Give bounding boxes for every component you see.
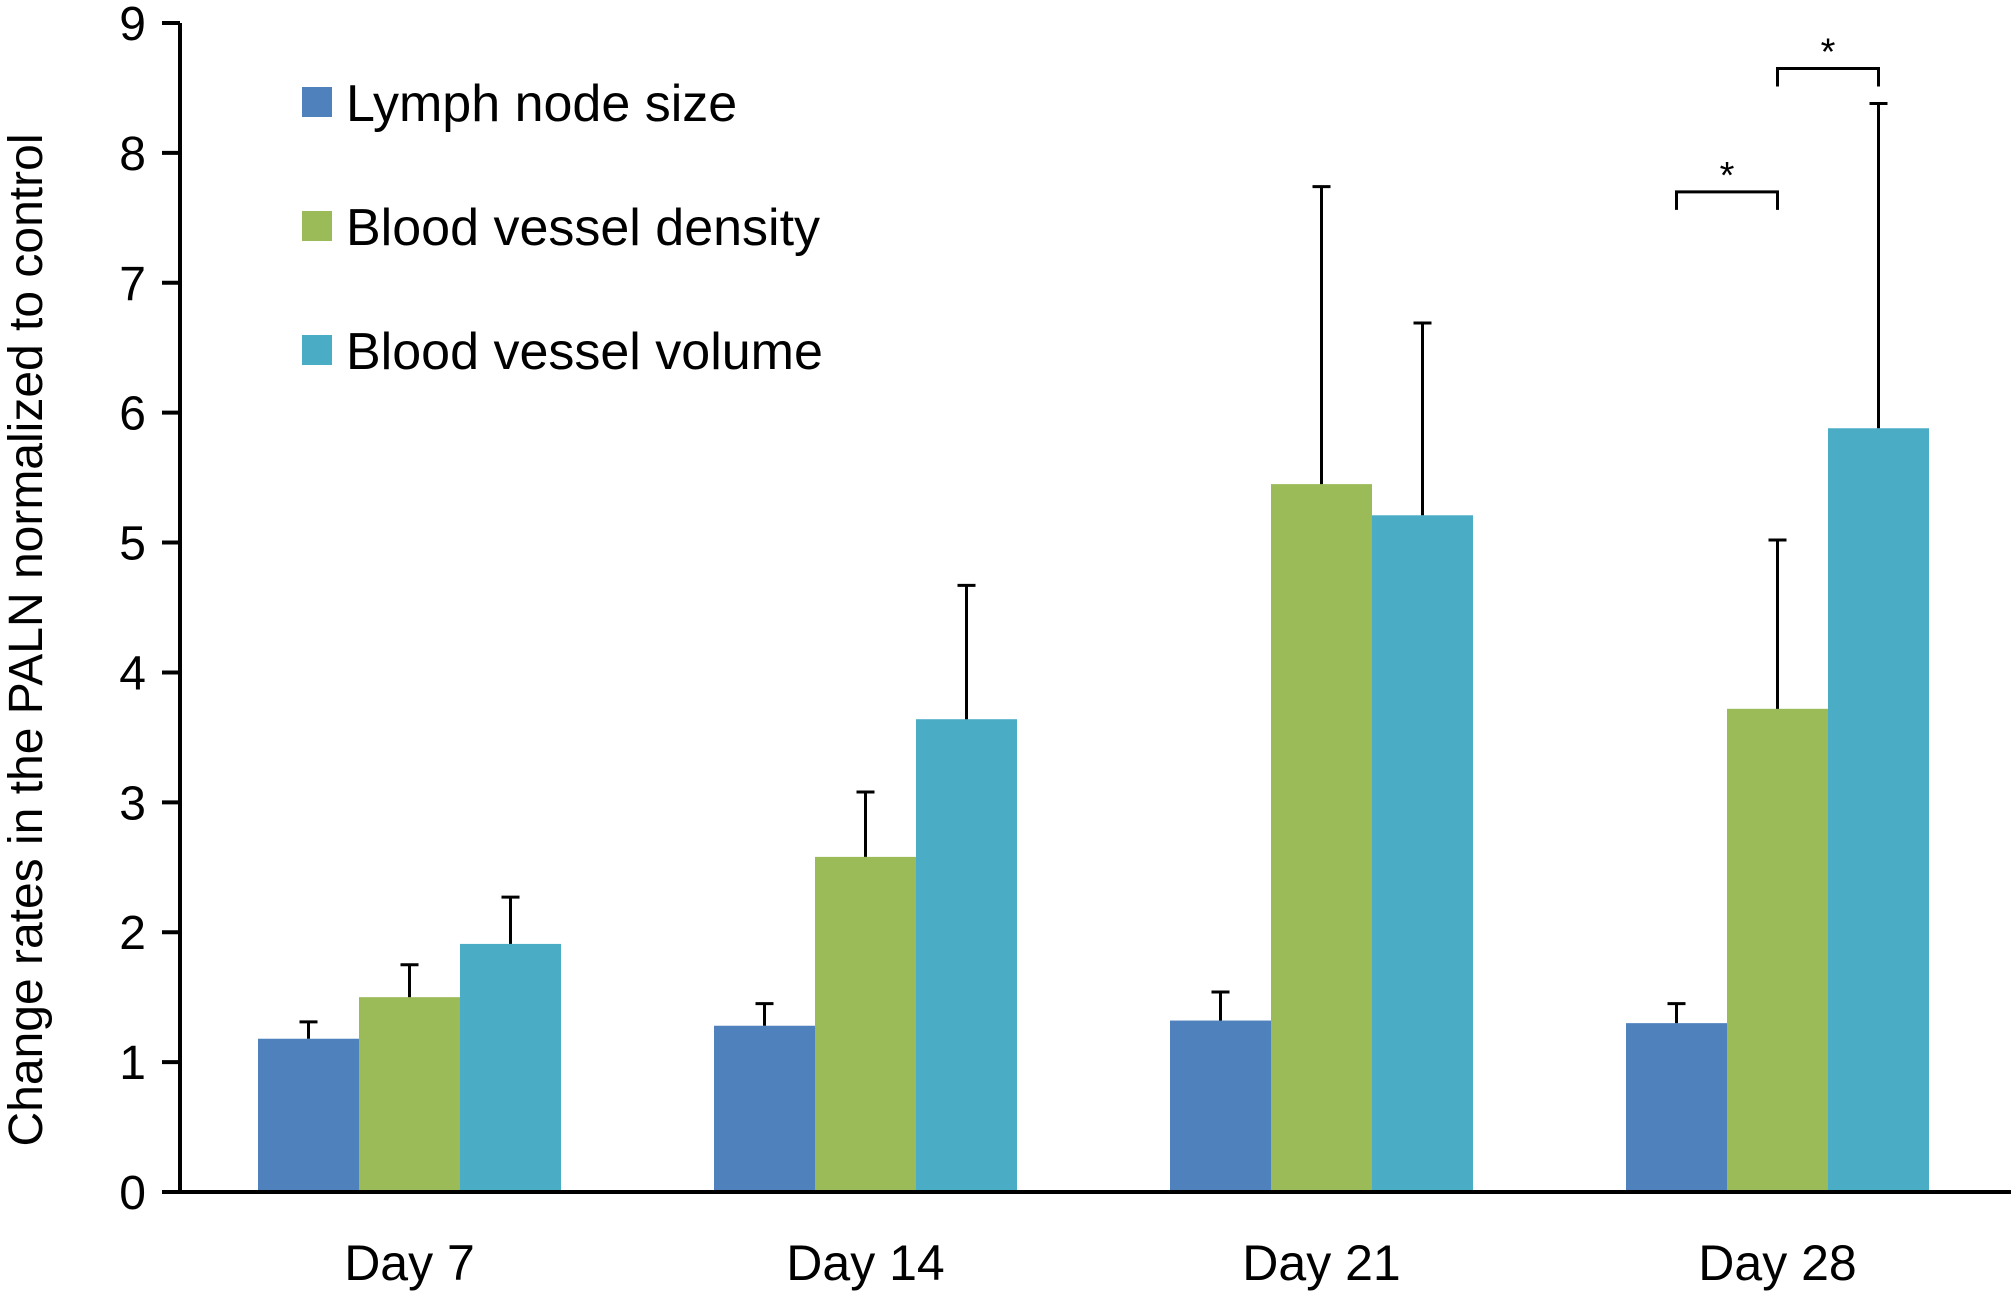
bar xyxy=(1727,708,1828,1192)
y-tick-label: 7 xyxy=(119,258,146,311)
legend: Lymph node size Blood vessel density Blood… xyxy=(302,75,823,381)
x-category-label: Day 7 xyxy=(344,1235,475,1291)
bar xyxy=(1626,1023,1727,1192)
y-axis-ticks: 0 1 2 3 4 5 6 7 8 9 xyxy=(119,0,180,1220)
bar xyxy=(1372,515,1473,1192)
x-category-label: Day 14 xyxy=(786,1235,944,1291)
y-tick-label: 5 xyxy=(119,518,146,571)
y-axis-title: Change rates in the PALN normalized to c… xyxy=(0,134,53,1147)
x-axis-labels: Day 7 Day 14 Day 21 Day 28 xyxy=(344,1235,1857,1291)
significance-annotations: ** xyxy=(1675,31,1880,210)
legend-label: Blood vessel density xyxy=(346,199,820,257)
legend-swatch xyxy=(302,87,332,117)
y-tick-label: 1 xyxy=(119,1037,146,1090)
axes xyxy=(178,23,2011,1194)
significance-bracket xyxy=(1776,66,1880,87)
significance-label: * xyxy=(1821,31,1836,73)
bar xyxy=(359,997,460,1192)
x-category-label: Day 21 xyxy=(1242,1235,1400,1291)
y-tick-label: 3 xyxy=(119,777,146,830)
significance-bracket xyxy=(1675,190,1779,210)
bars-layer xyxy=(258,428,1929,1193)
bar xyxy=(1828,428,1929,1193)
bar xyxy=(916,719,1017,1192)
legend-label: Lymph node size xyxy=(346,75,737,133)
legend-label: Blood vessel volume xyxy=(346,323,823,381)
bar xyxy=(714,1025,815,1192)
legend-swatch xyxy=(302,335,332,365)
bar xyxy=(460,943,561,1192)
x-category-label: Day 28 xyxy=(1698,1235,1856,1291)
y-tick-label: 2 xyxy=(119,907,146,960)
y-tick-label: 0 xyxy=(119,1167,146,1220)
error-bars-layer xyxy=(299,102,1888,1039)
legend-swatch xyxy=(302,211,332,241)
y-tick-label: 9 xyxy=(119,0,146,51)
bar xyxy=(1271,484,1372,1192)
bar xyxy=(258,1038,359,1192)
y-tick-label: 4 xyxy=(119,647,146,700)
bar xyxy=(1170,1020,1271,1192)
significance-label: * xyxy=(1720,155,1735,197)
bar xyxy=(815,856,916,1192)
y-tick-label: 8 xyxy=(119,128,146,181)
y-tick-label: 6 xyxy=(119,388,146,441)
